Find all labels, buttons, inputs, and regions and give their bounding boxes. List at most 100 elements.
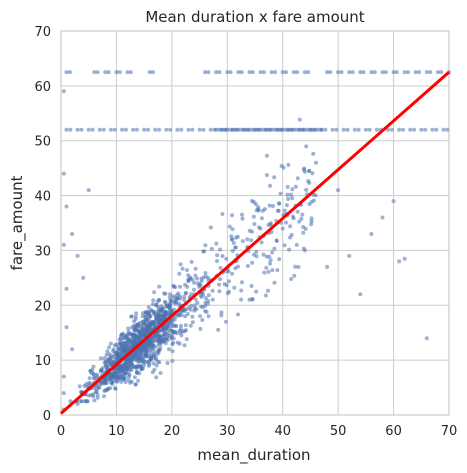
data-point [152,349,157,354]
data-point [259,216,264,221]
data-point [208,225,213,230]
data-point [225,70,230,75]
data-point [428,70,433,75]
data-point [148,314,153,319]
data-point [165,361,170,365]
data-point [302,127,307,132]
data-point [227,224,232,229]
data-point [138,364,143,369]
data-point [294,242,299,247]
data-point [239,288,244,293]
data-point [206,293,211,298]
data-point [206,314,211,319]
data-point [64,127,69,132]
data-point [210,297,215,302]
data-point [149,356,154,361]
data-point [95,395,100,400]
data-point [182,343,187,348]
data-point [68,127,73,132]
data-point [95,372,100,377]
data-point [112,375,117,380]
data-point [79,399,84,404]
data-point [306,179,311,183]
data-point [192,303,197,308]
data-point [165,303,170,308]
data-point [249,238,254,243]
data-point [264,265,269,270]
data-point [274,238,279,243]
data-point [230,127,235,132]
data-point [314,160,318,165]
data-point [157,298,161,302]
data-point [113,378,117,383]
data-point [293,184,298,189]
data-point [132,364,137,369]
data-point [129,341,133,346]
data-point [245,264,250,268]
data-point [170,359,175,363]
data-point [145,324,150,329]
data-point [224,283,229,288]
data-point [258,70,263,75]
data-point [126,356,130,361]
data-point [176,291,181,296]
data-point [182,294,187,299]
data-point [157,284,162,289]
data-point [168,299,173,304]
data-point [154,302,159,307]
data-point [158,319,162,324]
data-point [138,352,143,357]
data-point [288,235,293,240]
y-tick-label: 40 [34,190,51,205]
data-point [164,328,169,333]
data-point [171,323,176,328]
data-point [190,127,195,132]
data-point [252,222,257,226]
data-point [272,175,277,180]
data-point [266,269,271,274]
data-point [247,70,252,75]
data-point [285,184,290,189]
data-point [262,270,267,275]
data-point [67,70,72,75]
data-point [302,70,307,75]
data-point [401,127,405,132]
data-point [297,219,302,224]
data-point [132,375,137,380]
data-point [64,325,69,330]
data-point [197,127,202,132]
data-point [168,127,173,132]
data-point [61,374,66,379]
data-point [171,340,176,345]
data-point [284,220,288,225]
data-point [277,201,282,206]
data-point [230,227,235,232]
data-point [228,70,233,75]
data-point [269,70,274,75]
data-point [150,370,155,375]
data-point [169,309,174,314]
data-point [140,314,145,319]
data-point [144,353,149,358]
data-point [251,214,256,219]
data-point [103,381,108,386]
data-point [250,70,255,75]
data-point [102,394,106,399]
data-point [154,375,159,380]
data-point [289,127,293,132]
x-tick-label: 40 [274,424,291,439]
data-point [285,192,290,197]
data-point [183,323,188,328]
data-point [188,323,193,328]
data-point [250,127,255,132]
data-point [240,216,245,221]
data-point [230,237,234,242]
data-point [293,264,298,269]
data-point [178,284,182,289]
data-point [185,312,190,316]
data-point [282,243,287,248]
data-point [435,70,440,75]
data-point [135,357,140,362]
data-point [179,313,184,317]
